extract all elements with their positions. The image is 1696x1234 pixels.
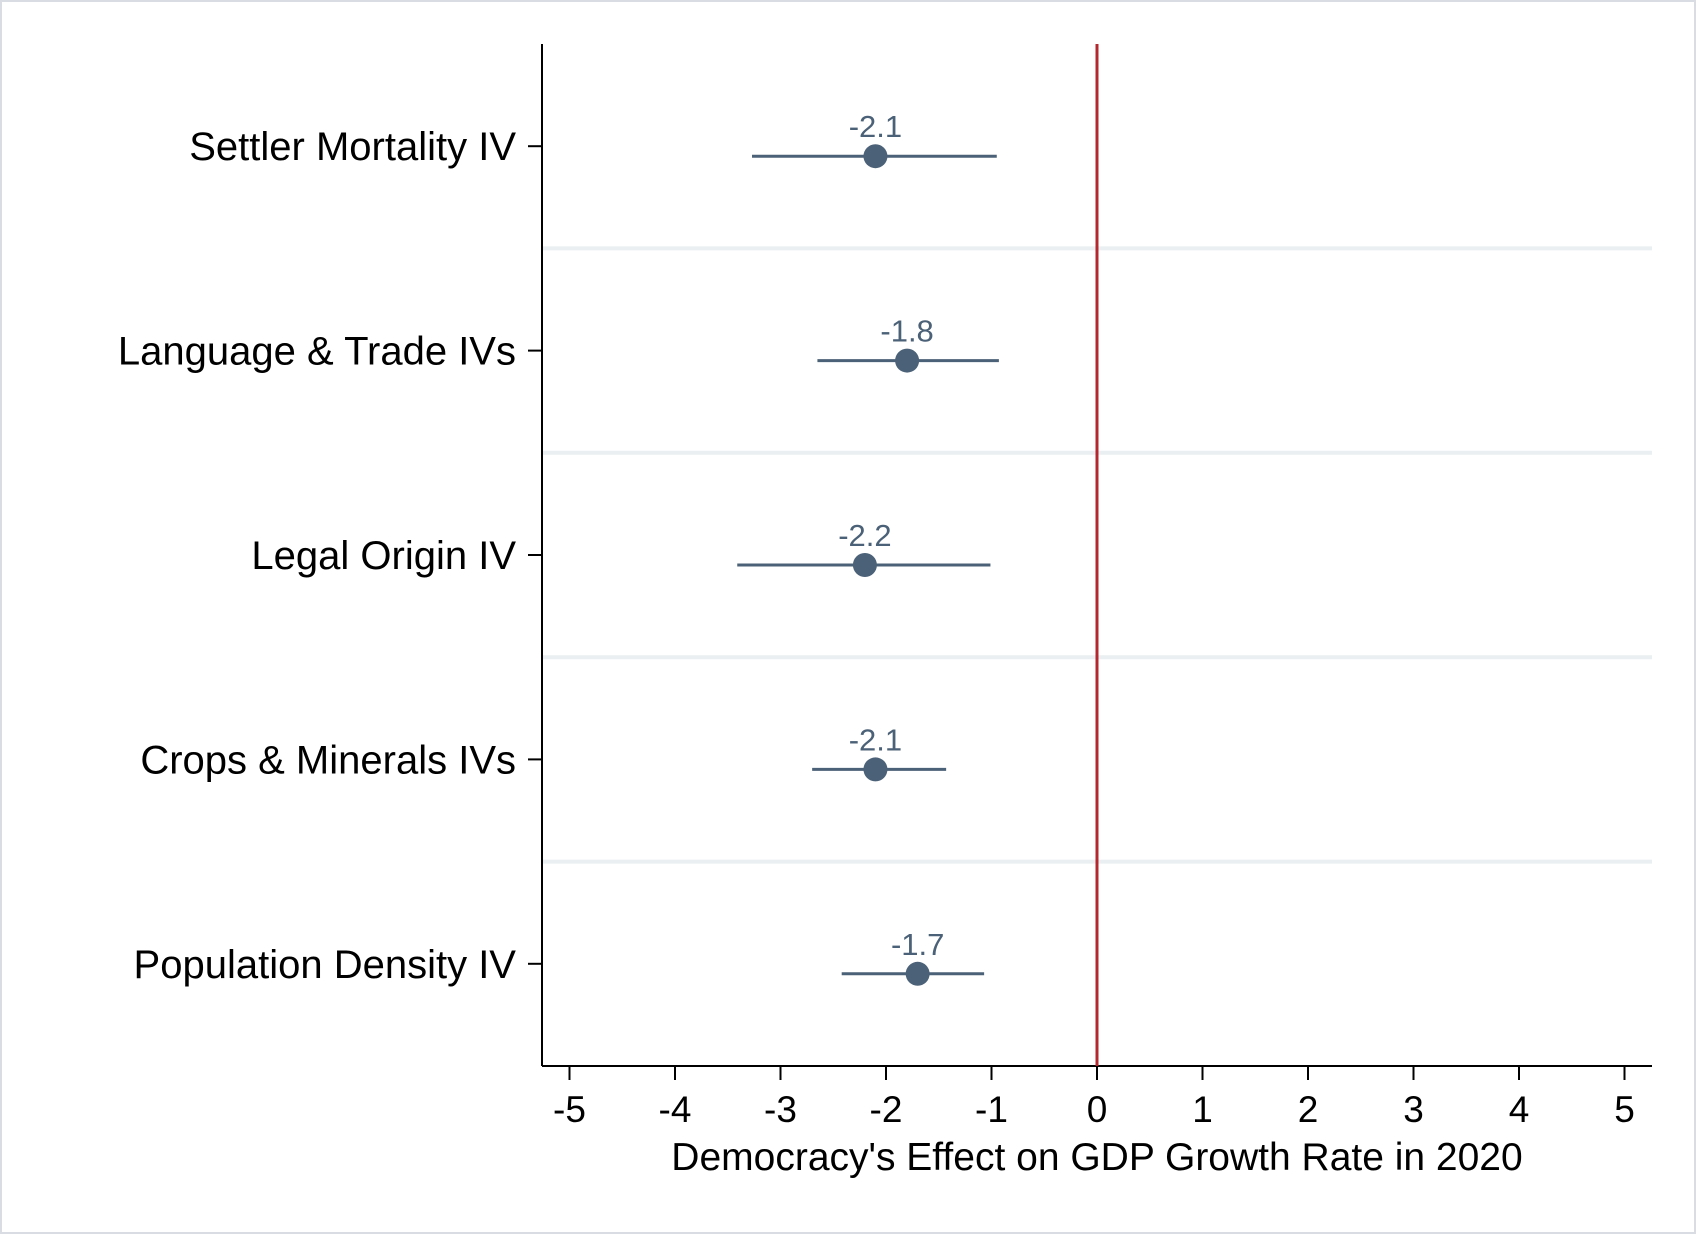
- y-tick-label: Legal Origin IV: [251, 534, 516, 578]
- data-label: -2.1: [849, 109, 902, 144]
- point-estimates: -2.1 -1.8 -2.2 -2.1 -1.7: [737, 109, 999, 986]
- x-tick-label: -5: [553, 1089, 586, 1130]
- y-tick-label: Settler Mortality IV: [189, 125, 516, 169]
- point-estimate: [863, 757, 888, 782]
- x-tick-label: 0: [1087, 1089, 1108, 1130]
- x-axis: -5 -4 -3 -2 -1 0 1 2 3 4 5: [542, 1065, 1652, 1130]
- y-tick-label: Language & Trade IVs: [118, 330, 516, 374]
- data-label: -2.1: [849, 722, 902, 757]
- y-tick-label: Population Density IV: [134, 943, 517, 987]
- point-estimate: [852, 553, 877, 577]
- point-estimate: [895, 348, 920, 373]
- x-tick-label: -2: [870, 1089, 903, 1130]
- data-label: -1.7: [891, 927, 944, 962]
- point-estimate: [863, 144, 888, 169]
- data-label: -1.8: [880, 314, 933, 349]
- x-tick-label: 4: [1509, 1089, 1530, 1130]
- y-tick-label: Crops & Minerals IVs: [140, 738, 516, 782]
- x-tick-label: 5: [1614, 1089, 1635, 1130]
- x-tick-label: 2: [1298, 1089, 1319, 1130]
- x-tick-label: 1: [1192, 1089, 1213, 1130]
- x-tick-label: -3: [764, 1089, 797, 1130]
- x-tick-label: -4: [659, 1089, 692, 1130]
- data-label: -2.2: [838, 518, 891, 553]
- x-tick-label: -1: [975, 1089, 1008, 1130]
- point-estimate: [905, 961, 930, 986]
- x-axis-title: Democracy's Effect on GDP Growth Rate in…: [671, 1136, 1522, 1179]
- y-axis: Settler Mortality IV Language & Trade IVs…: [118, 44, 543, 1066]
- x-tick-label: 3: [1403, 1089, 1424, 1130]
